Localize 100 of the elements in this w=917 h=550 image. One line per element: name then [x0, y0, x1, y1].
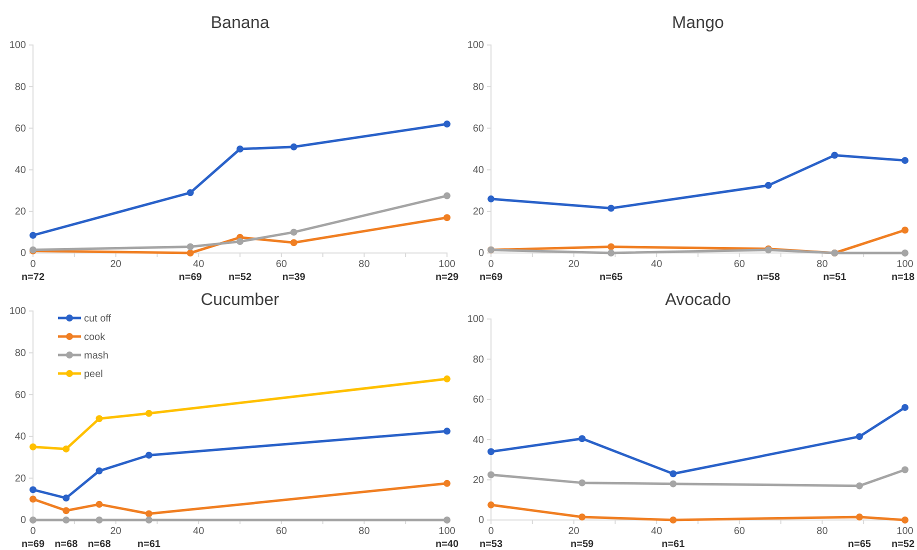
point: [444, 192, 450, 200]
x-tick-label: 40: [651, 259, 663, 270]
x-tick-label: 20: [568, 259, 580, 270]
y-tick-label: 20: [472, 206, 484, 218]
x-tick-label: 80: [816, 259, 828, 270]
point: [902, 516, 908, 524]
point: [96, 516, 103, 524]
x-tick-label: 0: [488, 526, 494, 538]
point: [856, 513, 863, 520]
point: [30, 232, 36, 239]
point: [670, 470, 677, 478]
point: [236, 146, 244, 152]
point: [902, 156, 908, 164]
y-tick-label: 60: [14, 123, 26, 134]
x-tick-label: 20: [110, 259, 122, 270]
x-tick-label: 0: [488, 259, 494, 270]
y-tick-label: 100: [467, 314, 484, 326]
text: n=58: [756, 272, 780, 283]
point: [30, 496, 36, 503]
point: [96, 500, 103, 508]
x-tick-label: 100: [438, 259, 456, 270]
y-tick-label: 40: [472, 165, 484, 176]
point: [290, 228, 298, 236]
x-tick-label: 100: [896, 526, 914, 538]
point: [290, 239, 298, 246]
x-tick-label: 40: [193, 526, 205, 538]
text: n=69: [479, 272, 503, 283]
point: [444, 480, 450, 487]
point: [30, 516, 36, 524]
point: [30, 486, 36, 494]
y-tick-label: 40: [472, 434, 484, 446]
text: n=65: [600, 272, 624, 283]
y-tick-label: 40: [14, 165, 26, 176]
point: [145, 410, 152, 417]
point: [488, 471, 494, 478]
point: [578, 513, 586, 520]
point: [831, 152, 838, 159]
y-tick-label: 80: [472, 82, 484, 93]
x-tick-label: 60: [734, 526, 746, 538]
text: n=69: [21, 539, 45, 550]
point: [30, 443, 36, 450]
x-tick-label: 100: [438, 526, 456, 538]
text: n=72: [21, 272, 45, 283]
point: [62, 507, 70, 514]
y-tick-label: 0: [20, 515, 26, 526]
x-tick-label: 60: [276, 526, 288, 538]
y-tick-label: 100: [9, 40, 26, 52]
point: [856, 482, 863, 490]
text: n=29: [435, 272, 459, 283]
text: n=51: [823, 272, 847, 283]
x-tick-label: 100: [896, 259, 914, 270]
text: n=52: [891, 539, 915, 550]
x-tick-label: 20: [568, 526, 580, 538]
y-tick-label: 0: [20, 248, 26, 260]
point: [608, 250, 615, 256]
text: n=68: [88, 539, 112, 550]
y-tick-label: 0: [478, 515, 484, 526]
chart-title: Avocado: [665, 290, 731, 309]
x-tick-label: 0: [30, 526, 36, 538]
point: [670, 516, 677, 524]
point: [488, 448, 494, 456]
point: [186, 243, 194, 250]
point: [902, 226, 908, 234]
x-tick-label: 60: [276, 259, 288, 270]
x-tick-label: 80: [358, 259, 370, 270]
point: [764, 182, 772, 189]
legend-label: cut off: [84, 314, 112, 324]
text: n=40: [435, 539, 459, 550]
y-tick-label: 20: [14, 206, 26, 218]
legend-label: peel: [84, 369, 103, 380]
y-tick-label: 0: [478, 248, 484, 260]
chart-title: Banana: [210, 13, 270, 32]
y-tick-label: 20: [472, 475, 484, 486]
point: [902, 466, 908, 474]
point: [902, 404, 908, 411]
point: [578, 435, 586, 442]
point: [488, 195, 494, 202]
point: [444, 214, 450, 222]
y-tick-label: 100: [9, 306, 26, 318]
point: [145, 516, 152, 524]
point: [236, 238, 244, 246]
x-tick-label: 0: [30, 259, 36, 270]
y-tick-label: 60: [14, 390, 26, 401]
point: [444, 428, 450, 435]
point: [488, 501, 494, 508]
point: [578, 479, 586, 486]
legend-label: mash: [84, 350, 108, 362]
point: [96, 467, 103, 474]
point: [62, 516, 70, 524]
point: [145, 452, 152, 459]
text: n=65: [848, 539, 872, 550]
text: n=52: [228, 272, 252, 283]
point: [902, 250, 908, 256]
text: n=61: [137, 539, 161, 550]
y-tick-label: 100: [467, 40, 484, 52]
y-tick-label: 80: [14, 348, 26, 359]
text: n=18: [891, 272, 915, 283]
text: n=53: [479, 539, 503, 550]
point: [96, 415, 103, 422]
point: [186, 250, 194, 256]
